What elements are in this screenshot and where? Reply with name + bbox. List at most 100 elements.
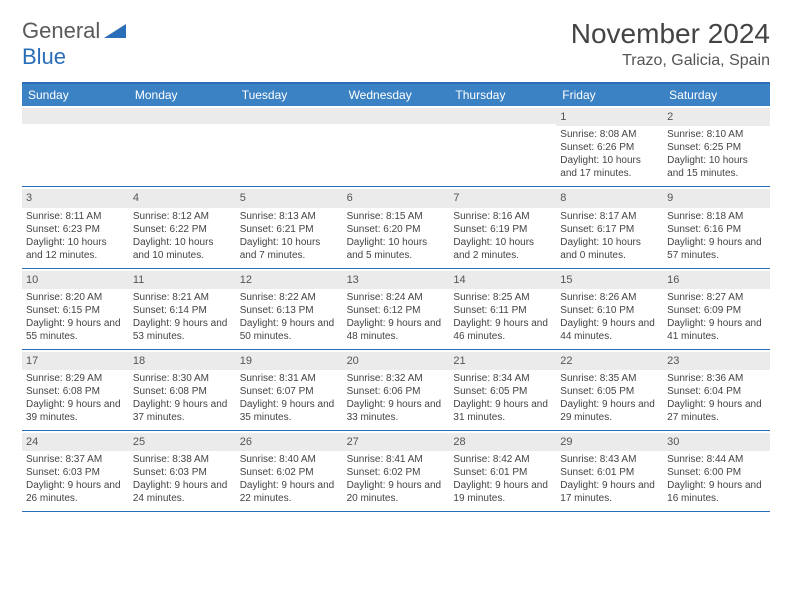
sunset-text: Sunset: 6:15 PM	[26, 304, 125, 317]
calendar-cell: 18Sunrise: 8:30 AMSunset: 6:08 PMDayligh…	[129, 350, 236, 430]
day-number: 9	[663, 189, 770, 207]
calendar-cell: 28Sunrise: 8:42 AMSunset: 6:01 PMDayligh…	[449, 431, 556, 511]
daylight-text: Daylight: 9 hours and 50 minutes.	[240, 317, 339, 343]
sunset-text: Sunset: 6:01 PM	[560, 466, 659, 479]
day-number: 6	[343, 189, 450, 207]
sunrise-text: Sunrise: 8:43 AM	[560, 453, 659, 466]
day-number: 27	[343, 433, 450, 451]
day-number: 30	[663, 433, 770, 451]
calendar-cell: 30Sunrise: 8:44 AMSunset: 6:00 PMDayligh…	[663, 431, 770, 511]
day-number	[343, 108, 450, 124]
day-number	[449, 108, 556, 124]
daylight-text: Daylight: 9 hours and 44 minutes.	[560, 317, 659, 343]
day-number: 4	[129, 189, 236, 207]
calendar-grid: SundayMondayTuesdayWednesdayThursdayFrid…	[22, 82, 770, 512]
sunset-text: Sunset: 6:11 PM	[453, 304, 552, 317]
weekday-label: Thursday	[449, 84, 556, 106]
calendar-cell: 23Sunrise: 8:36 AMSunset: 6:04 PMDayligh…	[663, 350, 770, 430]
brand-part2: Blue	[22, 44, 66, 69]
sunrise-text: Sunrise: 8:30 AM	[133, 372, 232, 385]
calendar-cell: 25Sunrise: 8:38 AMSunset: 6:03 PMDayligh…	[129, 431, 236, 511]
daylight-text: Daylight: 9 hours and 55 minutes.	[26, 317, 125, 343]
day-number: 7	[449, 189, 556, 207]
sunrise-text: Sunrise: 8:34 AM	[453, 372, 552, 385]
sunrise-text: Sunrise: 8:29 AM	[26, 372, 125, 385]
sunset-text: Sunset: 6:04 PM	[667, 385, 766, 398]
logo-triangle-icon	[104, 18, 126, 43]
day-number: 14	[449, 271, 556, 289]
sunrise-text: Sunrise: 8:25 AM	[453, 291, 552, 304]
day-number: 16	[663, 271, 770, 289]
title-block: November 2024 Trazo, Galicia, Spain	[571, 18, 770, 70]
day-number: 21	[449, 352, 556, 370]
daylight-text: Daylight: 9 hours and 24 minutes.	[133, 479, 232, 505]
daylight-text: Daylight: 9 hours and 19 minutes.	[453, 479, 552, 505]
daylight-text: Daylight: 9 hours and 22 minutes.	[240, 479, 339, 505]
sunset-text: Sunset: 6:23 PM	[26, 223, 125, 236]
day-number: 20	[343, 352, 450, 370]
sunset-text: Sunset: 6:03 PM	[133, 466, 232, 479]
sunset-text: Sunset: 6:20 PM	[347, 223, 446, 236]
sunset-text: Sunset: 6:17 PM	[560, 223, 659, 236]
sunrise-text: Sunrise: 8:37 AM	[26, 453, 125, 466]
day-number: 29	[556, 433, 663, 451]
sunrise-text: Sunrise: 8:36 AM	[667, 372, 766, 385]
sunset-text: Sunset: 6:02 PM	[347, 466, 446, 479]
sunrise-text: Sunrise: 8:13 AM	[240, 210, 339, 223]
day-number	[129, 108, 236, 124]
calendar-cell: 11Sunrise: 8:21 AMSunset: 6:14 PMDayligh…	[129, 269, 236, 349]
sunset-text: Sunset: 6:08 PM	[26, 385, 125, 398]
sunrise-text: Sunrise: 8:11 AM	[26, 210, 125, 223]
daylight-text: Daylight: 10 hours and 7 minutes.	[240, 236, 339, 262]
sunrise-text: Sunrise: 8:31 AM	[240, 372, 339, 385]
sunset-text: Sunset: 6:26 PM	[560, 141, 659, 154]
sunrise-text: Sunrise: 8:15 AM	[347, 210, 446, 223]
sunrise-text: Sunrise: 8:08 AM	[560, 128, 659, 141]
sunrise-text: Sunrise: 8:21 AM	[133, 291, 232, 304]
sunrise-text: Sunrise: 8:35 AM	[560, 372, 659, 385]
weekday-label: Sunday	[22, 84, 129, 106]
calendar-cell: 21Sunrise: 8:34 AMSunset: 6:05 PMDayligh…	[449, 350, 556, 430]
sunrise-text: Sunrise: 8:17 AM	[560, 210, 659, 223]
month-title: November 2024	[571, 18, 770, 50]
calendar-cell: 15Sunrise: 8:26 AMSunset: 6:10 PMDayligh…	[556, 269, 663, 349]
calendar-cell: 20Sunrise: 8:32 AMSunset: 6:06 PMDayligh…	[343, 350, 450, 430]
sunrise-text: Sunrise: 8:41 AM	[347, 453, 446, 466]
sunrise-text: Sunrise: 8:18 AM	[667, 210, 766, 223]
calendar-cell: 7Sunrise: 8:16 AMSunset: 6:19 PMDaylight…	[449, 187, 556, 267]
daylight-text: Daylight: 9 hours and 57 minutes.	[667, 236, 766, 262]
daylight-text: Daylight: 10 hours and 15 minutes.	[667, 154, 766, 180]
calendar-cell: 24Sunrise: 8:37 AMSunset: 6:03 PMDayligh…	[22, 431, 129, 511]
sunrise-text: Sunrise: 8:20 AM	[26, 291, 125, 304]
sunset-text: Sunset: 6:05 PM	[453, 385, 552, 398]
calendar-cell-empty	[449, 106, 556, 186]
calendar-week-row: 24Sunrise: 8:37 AMSunset: 6:03 PMDayligh…	[22, 431, 770, 512]
calendar-cell: 12Sunrise: 8:22 AMSunset: 6:13 PMDayligh…	[236, 269, 343, 349]
sunset-text: Sunset: 6:25 PM	[667, 141, 766, 154]
calendar-cell: 17Sunrise: 8:29 AMSunset: 6:08 PMDayligh…	[22, 350, 129, 430]
calendar-cell: 6Sunrise: 8:15 AMSunset: 6:20 PMDaylight…	[343, 187, 450, 267]
daylight-text: Daylight: 10 hours and 12 minutes.	[26, 236, 125, 262]
calendar-cell: 29Sunrise: 8:43 AMSunset: 6:01 PMDayligh…	[556, 431, 663, 511]
calendar-cell: 16Sunrise: 8:27 AMSunset: 6:09 PMDayligh…	[663, 269, 770, 349]
sunset-text: Sunset: 6:10 PM	[560, 304, 659, 317]
day-number: 24	[22, 433, 129, 451]
sunrise-text: Sunrise: 8:32 AM	[347, 372, 446, 385]
sunset-text: Sunset: 6:05 PM	[560, 385, 659, 398]
day-number: 5	[236, 189, 343, 207]
page-header: GeneralBlue November 2024 Trazo, Galicia…	[22, 18, 770, 70]
calendar-cell: 10Sunrise: 8:20 AMSunset: 6:15 PMDayligh…	[22, 269, 129, 349]
day-number: 1	[556, 108, 663, 126]
day-number: 13	[343, 271, 450, 289]
day-number: 8	[556, 189, 663, 207]
day-number: 15	[556, 271, 663, 289]
daylight-text: Daylight: 9 hours and 29 minutes.	[560, 398, 659, 424]
calendar-cell: 26Sunrise: 8:40 AMSunset: 6:02 PMDayligh…	[236, 431, 343, 511]
sunrise-text: Sunrise: 8:44 AM	[667, 453, 766, 466]
day-number: 22	[556, 352, 663, 370]
sunrise-text: Sunrise: 8:22 AM	[240, 291, 339, 304]
day-number: 17	[22, 352, 129, 370]
day-number: 18	[129, 352, 236, 370]
sunrise-text: Sunrise: 8:16 AM	[453, 210, 552, 223]
sunrise-text: Sunrise: 8:10 AM	[667, 128, 766, 141]
